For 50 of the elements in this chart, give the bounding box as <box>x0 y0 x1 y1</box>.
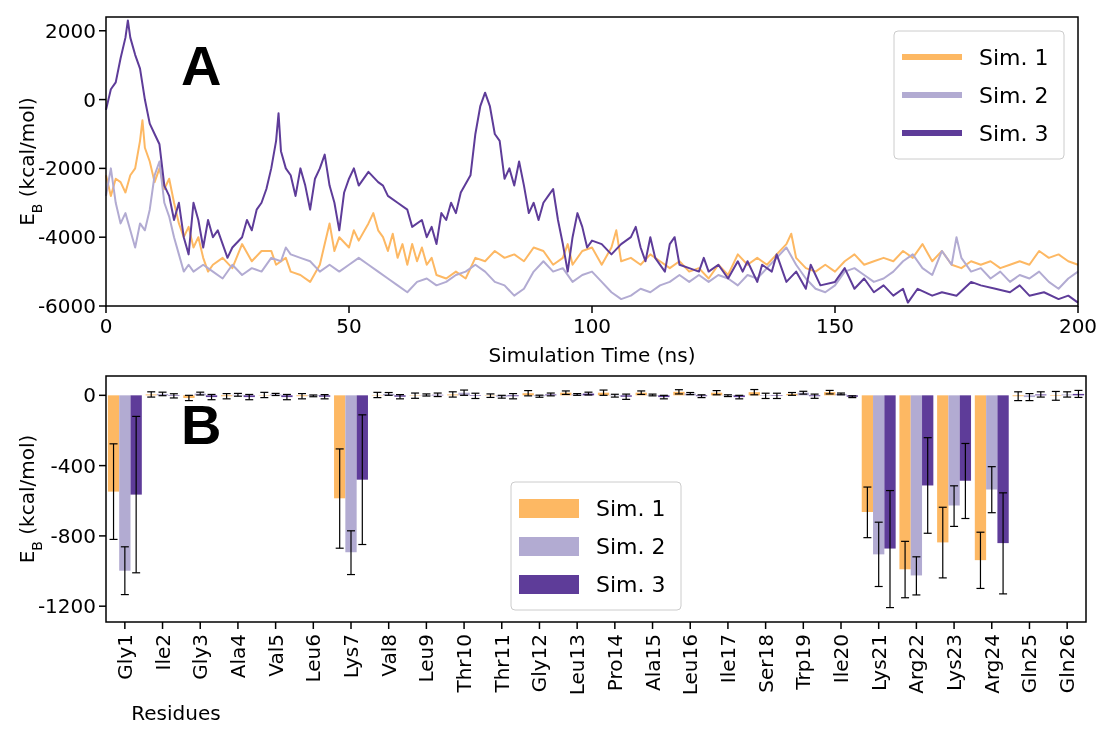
y-tick-label: -4000 <box>37 225 96 250</box>
x-tick-label: Ala4 <box>225 634 250 679</box>
x-axis-title: Simulation Time (ns) <box>488 343 696 367</box>
x-tick-label: Val8 <box>376 634 401 677</box>
x-tick-label: 50 <box>336 314 362 338</box>
x-tick-label: Gly3 <box>188 634 213 680</box>
x-tick-label: Pro14 <box>602 634 627 692</box>
y-tick-label: -1200 <box>37 594 96 619</box>
legend-label: Sim. 2 <box>596 533 666 559</box>
legend-label: Sim. 3 <box>979 120 1049 146</box>
x-tick-label: Gln26 <box>1055 634 1080 694</box>
x-tick-label: Ile20 <box>829 634 853 684</box>
x-tick-label: Gly12 <box>527 634 552 693</box>
legend-label: Sim. 3 <box>596 571 666 597</box>
x-tick-label: 0 <box>99 314 113 338</box>
legend-label: Sim. 1 <box>979 44 1049 70</box>
x-tick-label: Ile17 <box>715 634 740 684</box>
y-tick-label: -6000 <box>37 294 96 318</box>
x-tick-label: Lys7 <box>339 634 363 679</box>
x-tick-label: Ile2 <box>150 634 175 671</box>
x-tick-label: Lys21 <box>866 634 891 692</box>
y-tick-label: 0 <box>83 87 96 112</box>
x-tick-label: Thr10 <box>452 634 477 694</box>
x-tick-label: Leu9 <box>414 634 439 683</box>
x-tick-label: Gly1 <box>112 634 137 680</box>
x-tick-label: Arg24 <box>979 634 1004 694</box>
y-tick-label: -800 <box>50 523 96 548</box>
x-tick-label: Leu13 <box>565 634 590 696</box>
x-tick-label: Thr11 <box>489 634 514 694</box>
x-tick-label: 100 <box>572 314 612 338</box>
x-tick-label: Lys23 <box>942 634 967 692</box>
annotation: B <box>181 393 222 456</box>
x-tick-label: Ala15 <box>640 634 665 691</box>
x-tick-label: 150 <box>815 314 855 338</box>
y-tick-label: -400 <box>50 453 96 478</box>
legend-label: Sim. 1 <box>596 495 666 521</box>
y-tick-label: 2000 <box>45 18 96 43</box>
x-tick-label: Leu16 <box>678 634 703 696</box>
x-tick-label: Leu6 <box>301 634 326 683</box>
annotation: A <box>181 34 222 97</box>
x-tick-label: Val5 <box>263 634 288 677</box>
x-tick-label: Arg22 <box>904 634 929 694</box>
x-tick-label: Ser18 <box>753 634 778 693</box>
x-tick-label: Gln25 <box>1017 634 1042 694</box>
y-tick-label: -2000 <box>37 156 96 181</box>
x-tick-label: Trp19 <box>791 634 816 691</box>
legend-label: Sim. 2 <box>979 82 1049 108</box>
y-tick-label: 0 <box>83 383 96 408</box>
x-tick-label: 200 <box>1058 314 1098 338</box>
x-axis-title: Residues <box>131 701 221 725</box>
